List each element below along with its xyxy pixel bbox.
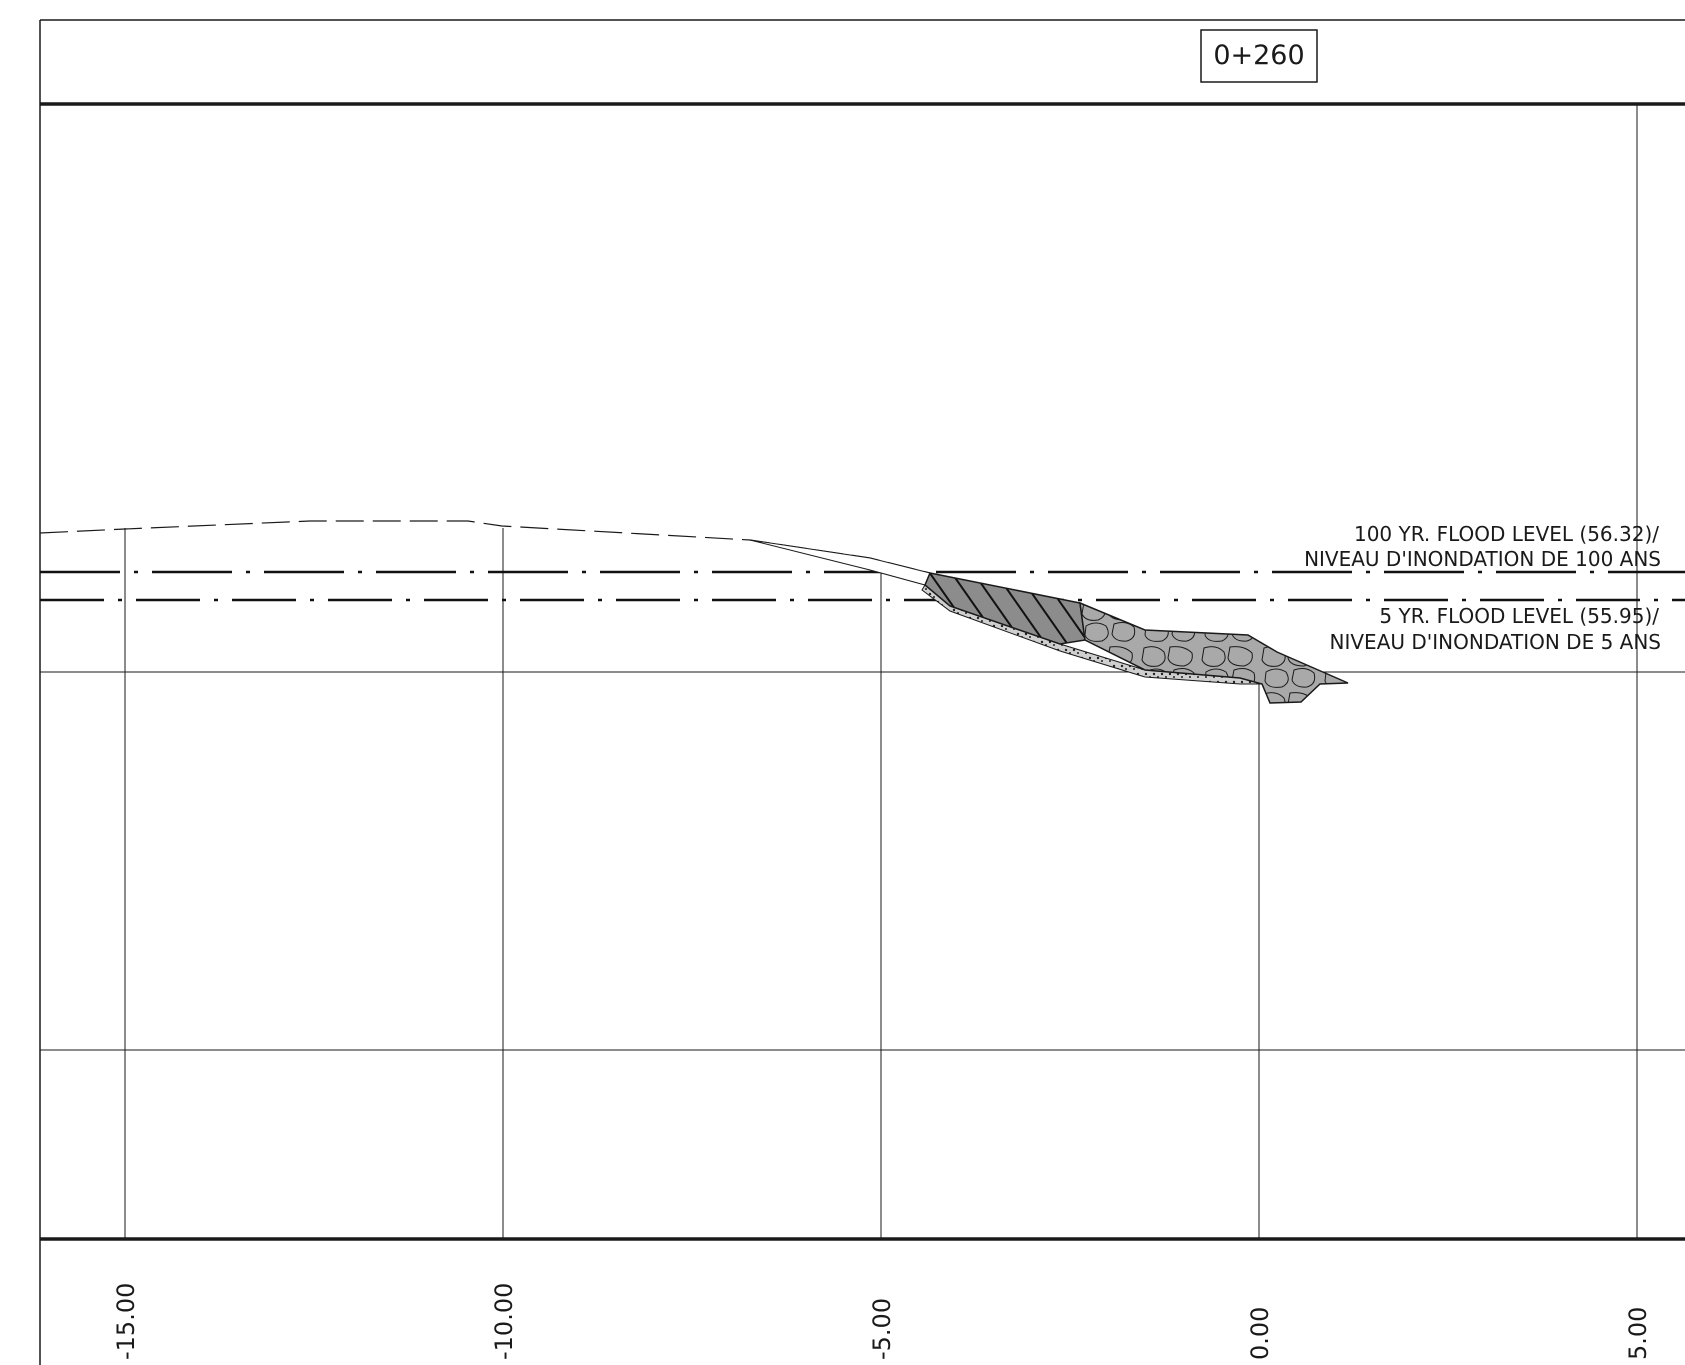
offset-tick-label: -5.00	[868, 1298, 896, 1360]
offset-tick-label: 0.00	[1246, 1307, 1274, 1360]
drawing-frame	[39, 19, 1685, 1365]
station-label-text: 0+260	[1213, 40, 1304, 71]
offset-tick-label: -15.00	[112, 1283, 140, 1360]
flood-label-100yr-line1: 100 YR. FLOOD LEVEL (56.32)/	[1354, 522, 1659, 546]
slope-protection	[749, 539, 1349, 704]
flood-label-100yr: 100 YR. FLOOD LEVEL (56.32)/ NIVEAU D'IN…	[1304, 522, 1661, 571]
riprap-stone	[1079, 601, 1349, 704]
station-label: 0+260	[1200, 29, 1318, 83]
flood-label-5yr: 5 YR. FLOOD LEVEL (55.95)/ NIVEAU D'INON…	[1330, 604, 1661, 654]
flood-label-5yr-line1: 5 YR. FLOOD LEVEL (55.95)/	[1379, 604, 1659, 628]
offset-tick-label: 5.00	[1624, 1307, 1652, 1360]
offset-axis: -15.00 -10.00 -5.00 0.00 5.00	[112, 1283, 1652, 1360]
topsoil-wedge	[749, 539, 931, 586]
flood-label-100yr-line2: NIVEAU D'INONDATION DE 100 ANS	[1304, 547, 1661, 571]
existing-ground-line	[39, 520, 931, 574]
grid-lines	[40, 104, 1685, 1239]
flood-label-5yr-line2: NIVEAU D'INONDATION DE 5 ANS	[1330, 630, 1661, 654]
offset-tick-label: -10.00	[490, 1283, 518, 1360]
